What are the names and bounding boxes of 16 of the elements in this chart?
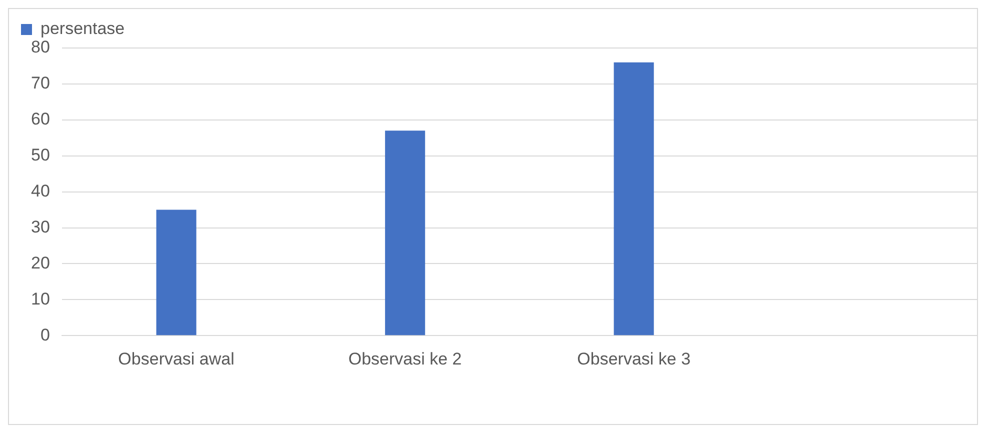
- y-tick-label: 20: [30, 253, 50, 272]
- y-tick-label: 80: [30, 38, 50, 57]
- bar: [156, 210, 196, 336]
- x-tick-label: Observasi ke 2: [348, 349, 462, 368]
- y-tick-label: 40: [30, 181, 50, 200]
- bar: [614, 62, 654, 336]
- x-tick-label: Observasi ke 3: [577, 349, 691, 368]
- y-tick-label: 50: [30, 146, 50, 165]
- bar: [385, 130, 426, 336]
- y-tick-label: 60: [30, 110, 50, 129]
- x-tick-label: Observasi awal: [118, 349, 234, 368]
- y-tick-label: 70: [30, 74, 50, 93]
- y-tick-label: 10: [30, 289, 50, 308]
- y-tick-label: 0: [40, 325, 50, 344]
- legend-label: persentase: [40, 19, 125, 38]
- y-tick-label: 30: [30, 217, 50, 236]
